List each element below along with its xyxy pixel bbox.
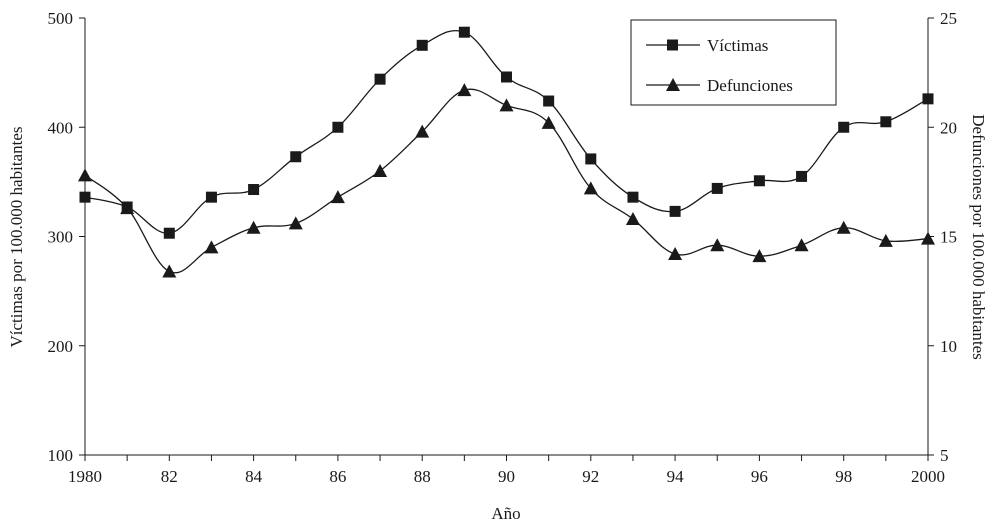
data-point-victimas: [796, 170, 808, 182]
legend-label-defunciones: Defunciones: [707, 76, 793, 95]
legend: Víctimas Defunciones: [630, 19, 837, 106]
data-point-defunciones: [373, 163, 388, 177]
data-point-victimas: [163, 227, 175, 239]
data-point-victimas: [205, 191, 217, 203]
legend-item-defunciones: Defunciones: [646, 76, 793, 95]
x-tick-label: 2000: [911, 467, 945, 486]
data-point-defunciones: [921, 231, 935, 245]
data-point-defunciones: [752, 249, 767, 263]
x-tick-label: 94: [667, 467, 685, 486]
data-point-defunciones: [499, 98, 514, 112]
data-point-victimas: [922, 93, 934, 105]
data-point-defunciones: [78, 168, 92, 182]
axes: 1980 82 84 86 88 90 92 94 96 98 2000 100 200 300 400 50…: [48, 9, 958, 486]
data-point-victimas: [290, 151, 302, 163]
y-right-tick-label: 5: [940, 446, 949, 465]
x-tick-label: 88: [414, 467, 431, 486]
data-point-defunciones: [710, 238, 725, 252]
series-layer: [78, 26, 935, 278]
data-point-defunciones: [415, 124, 430, 138]
data-point-defunciones: [836, 220, 851, 234]
y-left-tick-label: 400: [48, 118, 74, 137]
legend-box: [630, 19, 837, 106]
y-right-tick-label: 25: [940, 9, 957, 28]
x-tick-label: 86: [329, 467, 346, 486]
legend-marker-victimas: [667, 39, 678, 51]
data-point-victimas: [753, 175, 765, 187]
data-point-victimas: [79, 191, 91, 203]
data-point-defunciones: [330, 190, 345, 204]
data-point-defunciones: [668, 246, 683, 260]
data-point-victimas: [416, 39, 428, 51]
data-point-defunciones: [878, 233, 893, 247]
legend-label-victimas: Víctimas: [707, 36, 768, 55]
x-tick-label: 82: [161, 467, 178, 486]
data-point-victimas: [585, 153, 597, 165]
x-tick-label: 92: [582, 467, 599, 486]
y-right-tick-label: 15: [940, 228, 957, 247]
x-tick-label: 1980: [68, 467, 102, 486]
data-point-defunciones: [246, 220, 261, 234]
legend-marker-defunciones: [666, 78, 680, 91]
y-left-tick-label: 200: [48, 337, 74, 356]
data-point-defunciones: [204, 240, 219, 254]
data-point-victimas: [248, 184, 260, 196]
data-point-defunciones: [583, 181, 598, 195]
y-left-tick-label: 500: [48, 9, 74, 28]
x-tick-label: 84: [245, 467, 263, 486]
y-right-tick-label: 10: [940, 337, 957, 356]
data-point-victimas: [332, 121, 344, 133]
data-point-defunciones: [120, 201, 135, 215]
x-tick-label: 98: [835, 467, 852, 486]
y-left-tick-label: 100: [48, 446, 74, 465]
data-point-defunciones: [794, 238, 809, 252]
data-point-victimas: [543, 95, 555, 107]
data-point-victimas: [458, 26, 470, 38]
x-axis-title: Año: [491, 504, 520, 523]
data-point-victimas: [880, 116, 892, 128]
y-right-tick-label: 20: [940, 118, 957, 137]
y-left-tick-label: 300: [48, 228, 74, 247]
data-point-defunciones: [625, 212, 640, 226]
y-axis-title-left: Víctimas por 100.000 habitantes: [7, 127, 26, 348]
data-point-defunciones: [541, 115, 556, 129]
data-point-victimas: [669, 205, 681, 217]
data-point-victimas: [838, 121, 850, 133]
data-point-defunciones: [457, 83, 472, 97]
legend-item-victimas: Víctimas: [646, 36, 768, 55]
y-axis-title-right: Defunciones por 100.000 habitantes: [969, 114, 987, 360]
data-point-victimas: [501, 71, 512, 83]
data-point-victimas: [627, 191, 639, 203]
x-tick-label: 90: [498, 467, 515, 486]
data-point-defunciones: [288, 216, 303, 230]
data-point-victimas: [711, 182, 723, 194]
data-point-victimas: [374, 73, 386, 85]
x-tick-label: 96: [751, 467, 768, 486]
data-point-defunciones: [162, 264, 177, 278]
